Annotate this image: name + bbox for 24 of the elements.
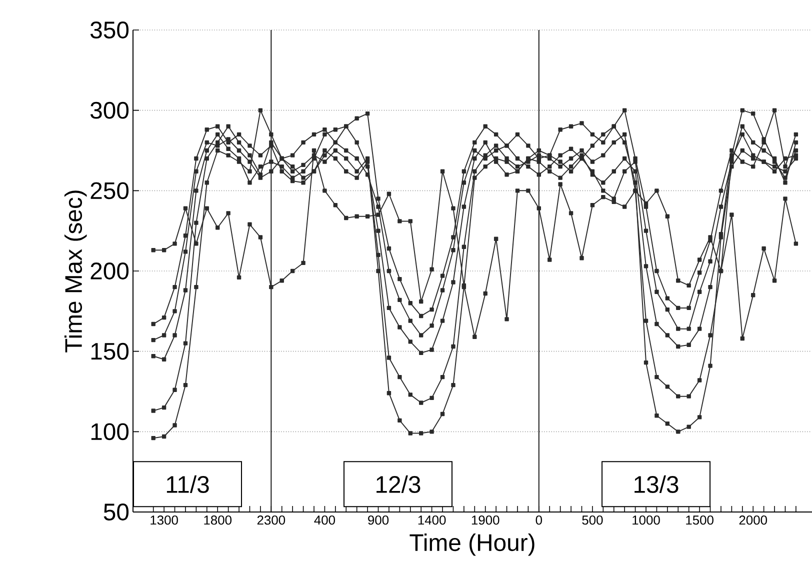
annotation: 11/3 (166, 475, 209, 493)
y-tick-label: 150 (91, 342, 129, 360)
x-tick-label: 2000 (739, 516, 768, 525)
annotation: 13/3 (634, 475, 678, 493)
x-tick-label: 900 (368, 516, 389, 525)
x-tick-label: 1500 (686, 516, 714, 525)
x-tick-label: 1800 (204, 516, 232, 525)
x-tick-label: 400 (314, 516, 336, 525)
y-tick-label: 300 (90, 102, 129, 119)
x-tick-label: 500 (582, 516, 603, 525)
x-axis-title: Time (Hour) (410, 534, 534, 556)
y-tick-label: 100 (91, 423, 129, 440)
x-tick-label: 2300 (257, 516, 286, 525)
annotation: 12/3 (376, 475, 420, 493)
y-axis-title: Time Max (sec) (64, 190, 87, 352)
x-tick-label: 1900 (472, 516, 500, 525)
y-tick-label: 50 (104, 504, 129, 520)
x-tick-label: 1400 (418, 516, 446, 525)
x-tick-label: 1300 (150, 516, 178, 525)
y-tick-label: 200 (90, 262, 129, 280)
y-tick-label: 250 (90, 182, 129, 200)
y-tick-label: 350 (90, 22, 129, 38)
x-tick-label: 1000 (632, 516, 660, 525)
x-tick-label: 0 (536, 516, 542, 525)
